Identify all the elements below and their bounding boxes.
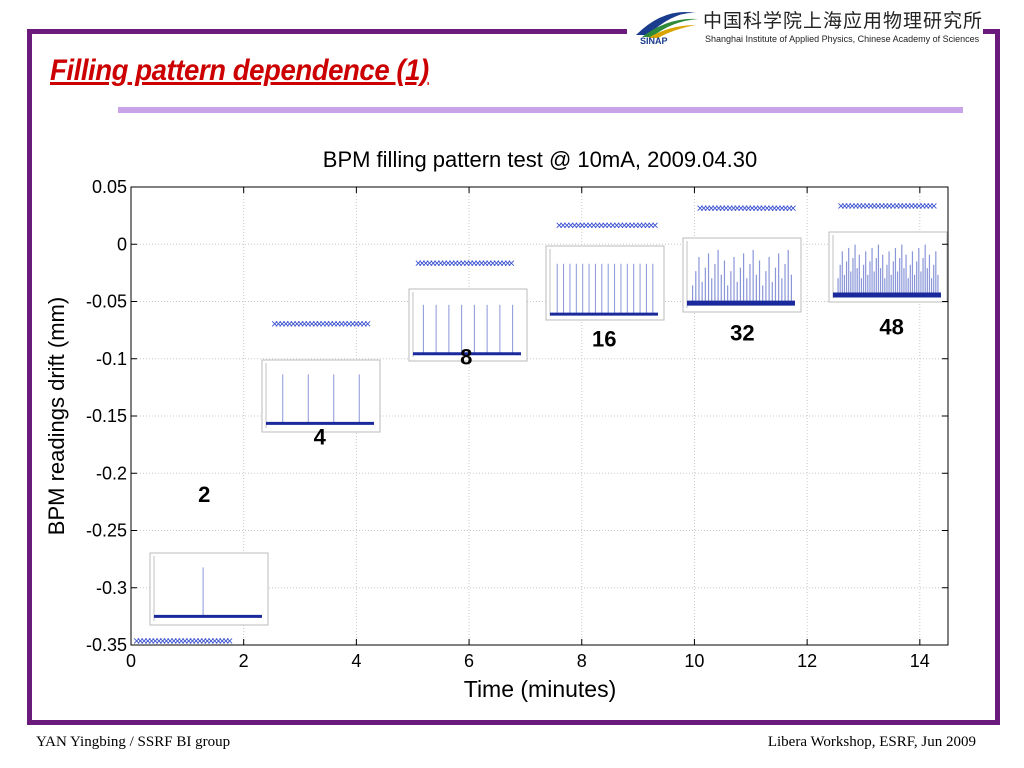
x-tick-label: 14 [910,651,930,671]
y-axis-label: BPM readings drift (mm) [44,297,69,535]
frame-top-border-right [983,29,1000,34]
y-tick-label: 0 [117,234,127,254]
series-segment-16 [556,222,658,229]
inset-frame [408,288,528,362]
inset-frame [149,552,269,626]
axis-ticks: 0 2 4 6 8 10 12 14 0.05 0 -0.05 -0.1 -0.15 -0.2 -0.25 -… [86,177,948,671]
x-tick-label: 2 [239,651,249,671]
data-point [652,222,658,229]
annotation-label-16: 16 [592,327,616,352]
series-segment-4 [271,321,371,327]
x-axis-label: Time (minutes) [464,676,617,702]
slide-title: Filling pattern dependence (1) [50,54,429,87]
series-segment-2 [133,638,233,644]
series-segment-8 [415,260,515,266]
sinap-logo-icon [636,11,698,38]
inset-waveform-32 [682,237,802,313]
x-tick-label: 10 [684,651,704,671]
data-point [931,203,937,209]
data-point [508,260,515,266]
footer-author: YAN Yingbing / SSRF BI group [36,734,231,750]
annotation-label-4: 4 [314,425,327,450]
inset-waveform-2 [149,552,269,626]
inset-waveforms [149,231,948,626]
annotation-label-8: 8 [460,344,472,369]
chart-title: BPM filling pattern test @ 10mA, 2009.04… [323,147,757,172]
logo-text: SINAP [640,36,668,46]
frame-left-border [27,29,32,725]
data-point [364,321,371,327]
annotation-label-2: 2 [198,482,210,507]
inset-waveform-4 [261,359,381,433]
frame-right-border [995,29,1000,725]
y-tick-label: -0.35 [86,635,127,655]
inset-frame [261,359,381,433]
series-segment-48 [838,203,937,209]
inset-frame [545,245,665,321]
x-tick-label: 8 [577,651,587,671]
x-tick-label: 0 [126,651,136,671]
data-point [226,638,233,644]
series-segment-32 [697,205,796,212]
y-tick-label: -0.25 [86,521,127,541]
y-tick-label: -0.15 [86,406,127,426]
data-series [133,203,937,644]
x-tick-label: 6 [464,651,474,671]
y-tick-label: 0.05 [92,177,127,197]
inset-waveform-48 [828,231,948,303]
footer-event: Libera Workshop, ESRF, Jun 2009 [767,734,976,750]
annotation-label-48: 48 [879,315,903,340]
frame-bottom-border [27,720,1000,725]
frame-top-border [27,29,627,34]
y-tick-label: -0.3 [96,578,127,598]
title-underline-rule [118,107,963,113]
y-tick-label: -0.2 [96,463,127,483]
x-tick-label: 12 [797,651,817,671]
inset-waveform-8 [408,288,528,362]
x-tick-label: 4 [351,651,361,671]
annotation-label-32: 32 [730,320,754,345]
data-point [790,205,796,212]
institute-name-chinese: 中国科学院上海应用物理研究所 [703,10,984,32]
institute-name-english: Shanghai Institute of Applied Physics, C… [705,34,980,44]
inset-waveform-16 [545,245,665,321]
y-tick-label: -0.05 [86,292,127,312]
y-tick-label: -0.1 [96,349,127,369]
